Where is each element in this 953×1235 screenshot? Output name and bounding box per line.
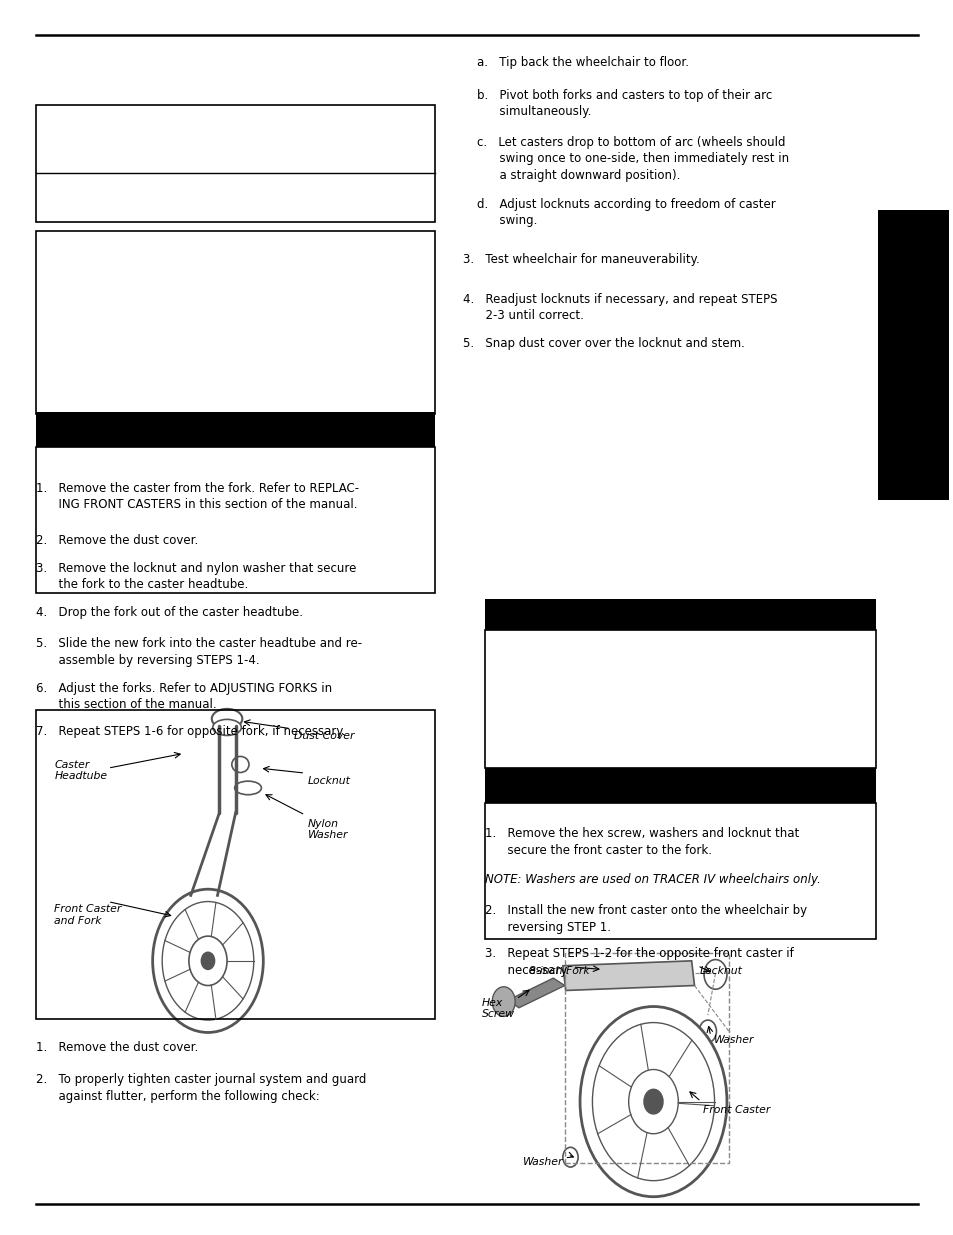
Text: 8-inch Fork: 8-inch Fork (529, 966, 590, 976)
Text: c.   Let casters drop to bottom of arc (wheels should
      swing once to one-si: c. Let casters drop to bottom of arc (wh… (476, 136, 788, 182)
Text: Washer: Washer (713, 1035, 753, 1045)
Text: 4.   Readjust locknuts if necessary, and repeat STEPS
      2-3 until correct.: 4. Readjust locknuts if necessary, and r… (462, 293, 777, 322)
Circle shape (162, 902, 253, 1020)
Text: 6.   Adjust the forks. Refer to ADJUSTING FORKS in
      this section of the man: 6. Adjust the forks. Refer to ADJUSTING … (36, 682, 332, 711)
Polygon shape (562, 961, 694, 990)
Text: 1.   Remove the dust cover.: 1. Remove the dust cover. (36, 1041, 198, 1055)
Text: Nylon
Washer: Nylon Washer (308, 819, 348, 840)
Text: 5.   Snap dust cover over the locknut and stem.: 5. Snap dust cover over the locknut and … (462, 337, 743, 351)
Text: Dust Cover: Dust Cover (294, 731, 354, 741)
Bar (877, 210, 948, 500)
Ellipse shape (212, 709, 242, 729)
Text: Front Caster
and Fork: Front Caster and Fork (54, 904, 122, 925)
Text: b.   Pivot both forks and casters to top of their arc
      simultaneously.: b. Pivot both forks and casters to top o… (476, 89, 771, 119)
Text: 3.   Test wheelchair for maneuverability.: 3. Test wheelchair for maneuverability. (462, 253, 699, 267)
Circle shape (201, 952, 214, 969)
Bar (484, 768, 875, 803)
Bar (36, 412, 435, 447)
Text: Locknut: Locknut (308, 776, 351, 785)
Bar (484, 630, 875, 768)
Polygon shape (507, 978, 564, 1008)
Text: NOTE: Washers are used on TRACER IV wheelchairs only.: NOTE: Washers are used on TRACER IV whee… (484, 873, 820, 887)
Circle shape (152, 889, 263, 1032)
Circle shape (579, 1007, 726, 1197)
Text: Front Caster: Front Caster (702, 1105, 770, 1115)
Text: 4.   Drop the fork out of the caster headtube.: 4. Drop the fork out of the caster headt… (36, 606, 303, 620)
Text: Locknut: Locknut (699, 966, 741, 976)
Ellipse shape (562, 1147, 578, 1167)
Ellipse shape (234, 782, 261, 795)
Circle shape (492, 987, 515, 1016)
Bar (484, 599, 875, 630)
Bar (564, 953, 728, 1163)
Text: a.   Tip back the wheelchair to floor.: a. Tip back the wheelchair to floor. (476, 56, 688, 69)
Circle shape (189, 936, 227, 986)
Text: 7.   Repeat STEPS 1-6 for opposite fork, if necessary.: 7. Repeat STEPS 1-6 for opposite fork, i… (36, 725, 345, 739)
Ellipse shape (232, 756, 249, 773)
Text: d.   Adjust locknuts according to freedom of caster
      swing.: d. Adjust locknuts according to freedom … (476, 198, 775, 227)
Ellipse shape (213, 719, 241, 736)
Text: Hex
Screw: Hex Screw (481, 998, 515, 1019)
Text: Washer: Washer (522, 1157, 562, 1167)
Text: 3.   Remove the locknut and nylon washer that secure
      the fork to the caste: 3. Remove the locknut and nylon washer t… (36, 562, 356, 592)
Circle shape (592, 1023, 714, 1181)
Bar (36, 105, 435, 222)
Text: 5.   Slide the new fork into the caster headtube and re-
      assemble by rever: 5. Slide the new fork into the caster he… (36, 637, 362, 667)
Text: 2.   Remove the dust cover.: 2. Remove the dust cover. (36, 534, 198, 547)
Text: 3.   Repeat STEPS 1-2 for the opposite front caster if
      necessary.: 3. Repeat STEPS 1-2 for the opposite fro… (484, 947, 793, 977)
Text: 1.   Remove the caster from the fork. Refer to REPLAC-
      ING FRONT CASTERS i: 1. Remove the caster from the fork. Refe… (36, 482, 359, 511)
Bar (36, 710, 435, 1019)
Bar (36, 447, 435, 593)
Text: 2.   Install the new front caster onto the wheelchair by
      reversing STEP 1.: 2. Install the new front caster onto the… (484, 904, 806, 934)
Text: 1.   Remove the hex screw, washers and locknut that
      secure the front caste: 1. Remove the hex screw, washers and loc… (484, 827, 798, 857)
Ellipse shape (699, 1020, 716, 1042)
Circle shape (628, 1070, 678, 1134)
Text: Caster
Headtube: Caster Headtube (54, 760, 108, 781)
Bar (484, 803, 875, 939)
Circle shape (643, 1089, 662, 1114)
Bar (36, 231, 435, 414)
Text: 2.   To properly tighten caster journal system and guard
      against flutter, : 2. To properly tighten caster journal sy… (36, 1073, 366, 1103)
Circle shape (703, 960, 726, 989)
